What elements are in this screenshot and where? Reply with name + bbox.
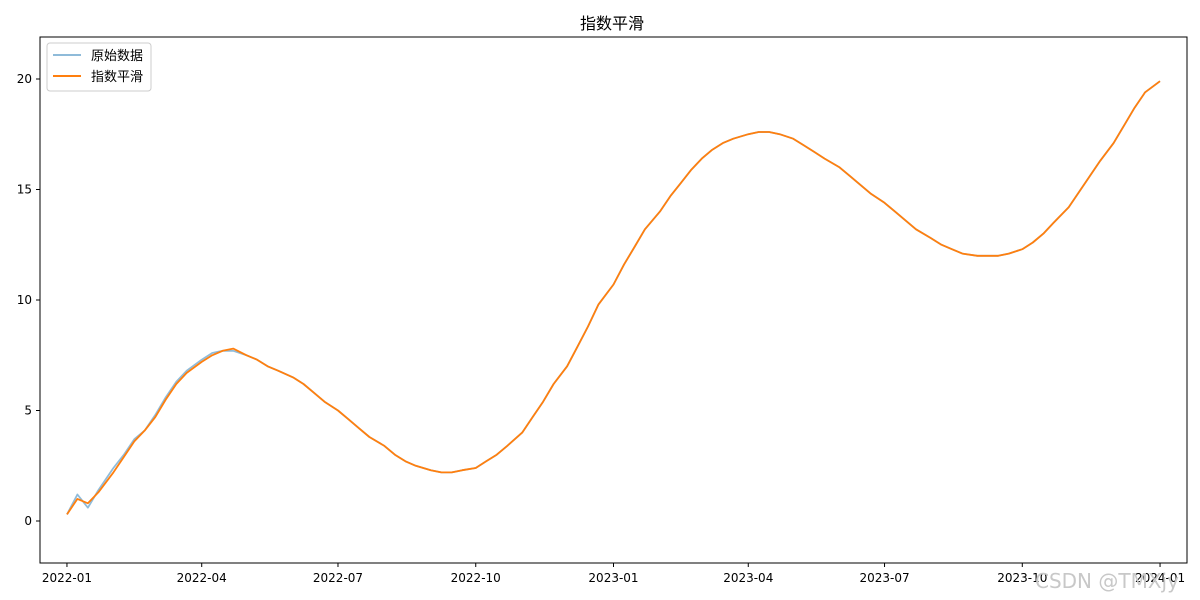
legend: 原始数据 指数平滑 [46,42,152,92]
x-tick-label: 2022-10 [451,571,501,585]
y-tick-label: 0 [24,514,32,528]
x-tick-label: 2022-04 [177,571,227,585]
x-axis: 2022-01 2022-04 2022-07 2022-10 2023-01 2023-… [42,563,1185,585]
x-tick-label: 2024-01 [1135,571,1185,585]
series-layer [66,80,1161,515]
watermark: CSDN @TMXjy [1035,569,1179,593]
y-tick-label: 20 [17,72,32,86]
y-axis: 0 5 10 15 20 [17,72,40,528]
x-tick-label: 2023-10 [997,571,1047,585]
chart-title: 指数平滑 [580,14,644,33]
x-tick-label: 2022-07 [313,571,363,585]
series-line-smoothed [66,80,1161,515]
legend-label-smoothed: 指数平滑 [91,70,143,85]
x-tick-label: 2023-04 [723,571,773,585]
x-tick-label: 2023-01 [588,571,638,585]
x-tick-label: 2022-01 [42,571,92,585]
legend-label-raw-data: 原始数据 [91,49,143,64]
y-tick-label: 5 [24,404,32,418]
x-tick-label: 2023-07 [859,571,909,585]
y-tick-label: 15 [17,182,32,196]
y-tick-label: 10 [17,293,32,307]
